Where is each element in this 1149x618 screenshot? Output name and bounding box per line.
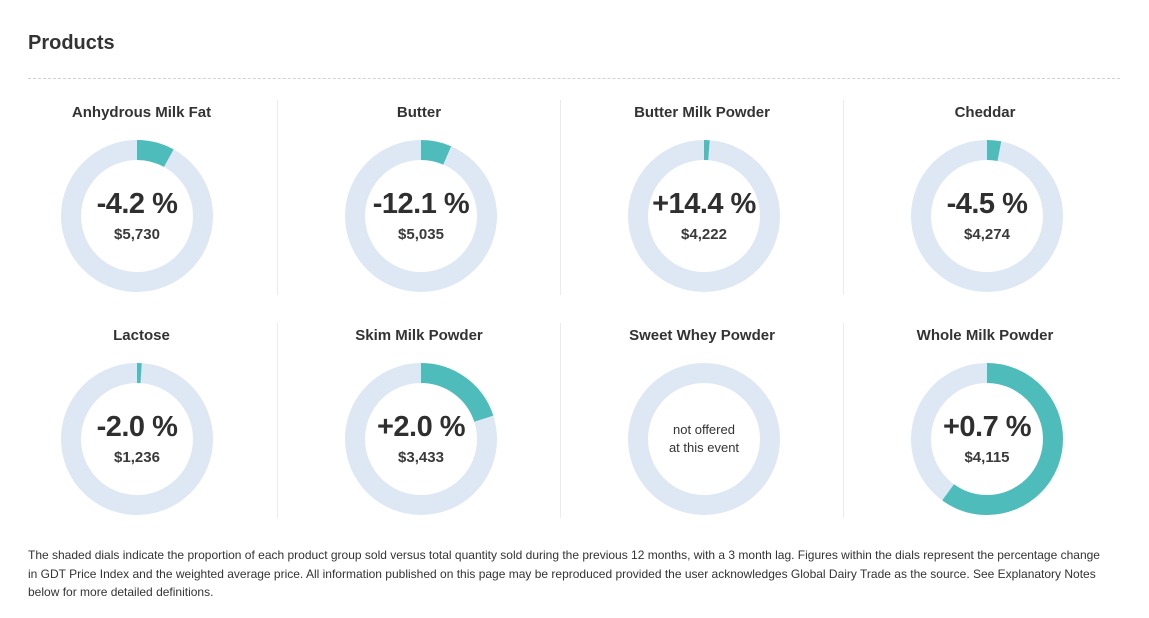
product-card: Butter -12.1 % $5,035 <box>277 100 560 295</box>
average-price: $4,222 <box>681 225 727 243</box>
share-dial: -2.0 % $1,236 <box>61 363 213 515</box>
dial-track <box>628 363 780 515</box>
product-card: Skim Milk Powder +2.0 % $3,433 <box>277 323 560 518</box>
product-card: Cheddar -4.5 % $4,274 <box>843 100 1126 295</box>
average-price: $4,115 <box>964 448 1010 466</box>
dial-values: +0.7 % $4,115 <box>911 363 1063 515</box>
dial-svg <box>61 363 213 515</box>
section-divider <box>28 78 1120 79</box>
share-dial: -4.2 % $5,730 <box>61 140 213 292</box>
dial-share-arc <box>61 140 213 292</box>
share-dial: +0.7 % $4,115 <box>911 363 1063 515</box>
product-name: Skim Milk Powder <box>355 327 483 344</box>
dial-values: -4.2 % $5,730 <box>61 140 213 292</box>
section-title: Products <box>28 32 115 54</box>
dial-share-arc <box>628 140 780 292</box>
product-name: Whole Milk Powder <box>916 327 1054 344</box>
product-name: Anhydrous Milk Fat <box>71 104 212 121</box>
dial-svg <box>61 140 213 292</box>
dial-share-arc <box>345 363 497 515</box>
product-card: Whole Milk Powder +0.7 % $4,115 <box>843 323 1126 518</box>
average-price: $5,035 <box>398 225 444 243</box>
not-offered-note: not offered <box>673 422 735 437</box>
price-index-change: +2.0 % <box>376 410 466 443</box>
product-name: Cheddar <box>954 104 1016 121</box>
dial-svg <box>345 140 497 292</box>
product-card: Lactose -2.0 % $1,236 <box>0 323 283 518</box>
product-name: Butter Milk Powder <box>634 104 770 121</box>
product-card: Anhydrous Milk Fat -4.2 % $5,730 <box>0 100 283 295</box>
dial-values: -12.1 % $5,035 <box>345 140 497 292</box>
dial-share-arc <box>61 363 213 515</box>
dial-share-arc <box>345 140 497 292</box>
share-dial: +2.0 % $3,433 <box>345 363 497 515</box>
price-index-change: -2.0 % <box>96 410 178 443</box>
dial-values: not offered at this event <box>628 363 780 515</box>
dial-svg <box>628 363 780 515</box>
footnote: The shaded dials indicate the proportion… <box>28 548 1100 599</box>
dial-values: +2.0 % $3,433 <box>345 363 497 515</box>
price-index-change: +14.4 % <box>652 187 756 220</box>
dial-svg <box>911 140 1063 292</box>
average-price: $1,236 <box>114 448 160 466</box>
share-dial: +14.4 % $4,222 <box>628 140 780 292</box>
product-dials-grid: Anhydrous Milk Fat -4.2 % $5,730 Butter -12.… <box>0 100 1126 518</box>
share-dial: not offered at this event <box>628 363 780 515</box>
dial-svg <box>345 363 497 515</box>
dial-values: +14.4 % $4,222 <box>628 140 780 292</box>
product-card: Butter Milk Powder +14.4 % $4,222 <box>560 100 843 295</box>
not-offered-note: at this event <box>668 440 740 455</box>
product-name: Butter <box>396 104 442 121</box>
average-price: $5,730 <box>114 225 160 243</box>
dial-svg <box>911 363 1063 515</box>
dial-share-arc <box>911 363 1063 515</box>
average-price: $4,274 <box>964 225 1010 243</box>
price-index-change: +0.7 % <box>942 410 1032 443</box>
product-card: Sweet Whey Powder not offered at this even… <box>560 323 843 518</box>
dial-values: -2.0 % $1,236 <box>61 363 213 515</box>
share-dial: -12.1 % $5,035 <box>345 140 497 292</box>
dial-values: -4.5 % $4,274 <box>911 140 1063 292</box>
share-dial: -4.5 % $4,274 <box>911 140 1063 292</box>
product-name: Lactose <box>113 327 170 344</box>
price-index-change: -4.5 % <box>946 187 1028 220</box>
product-name: Sweet Whey Powder <box>629 327 775 344</box>
price-index-change: -12.1 % <box>372 187 470 220</box>
dial-svg <box>628 140 780 292</box>
price-index-change: -4.2 % <box>96 187 178 220</box>
average-price: $3,433 <box>398 448 444 466</box>
dial-share-arc <box>911 140 1063 292</box>
